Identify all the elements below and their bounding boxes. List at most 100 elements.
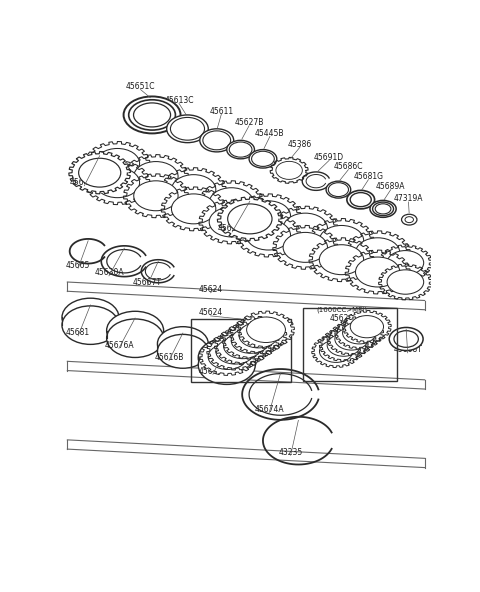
Text: 45624: 45624 (330, 314, 354, 323)
Ellipse shape (275, 207, 336, 249)
Ellipse shape (239, 323, 278, 348)
Ellipse shape (394, 331, 419, 348)
Text: 45643T: 45643T (70, 178, 99, 187)
Text: 45627B: 45627B (234, 118, 264, 127)
Ellipse shape (171, 175, 216, 205)
Ellipse shape (246, 220, 290, 250)
Ellipse shape (387, 250, 424, 275)
Ellipse shape (229, 142, 252, 157)
Text: 45629B: 45629B (217, 224, 247, 233)
Bar (191, 319, 291, 382)
Ellipse shape (163, 169, 225, 210)
Ellipse shape (216, 339, 254, 364)
Text: 45667T: 45667T (133, 278, 162, 287)
Ellipse shape (328, 324, 374, 355)
Ellipse shape (201, 201, 262, 243)
Ellipse shape (389, 327, 423, 350)
Ellipse shape (227, 140, 254, 159)
Ellipse shape (79, 158, 121, 187)
Ellipse shape (228, 204, 272, 234)
Ellipse shape (198, 346, 255, 384)
Ellipse shape (198, 338, 255, 377)
Text: 45686C: 45686C (334, 162, 363, 171)
Text: 45651C: 45651C (126, 82, 155, 91)
Ellipse shape (350, 192, 371, 207)
Ellipse shape (208, 344, 247, 369)
Ellipse shape (380, 246, 431, 279)
Ellipse shape (133, 103, 170, 127)
Text: 47319A: 47319A (394, 194, 423, 204)
Ellipse shape (224, 333, 263, 359)
Ellipse shape (380, 265, 431, 299)
Text: (1600CC>MPI): (1600CC>MPI) (317, 307, 368, 313)
Ellipse shape (134, 181, 178, 211)
Ellipse shape (405, 217, 413, 223)
Ellipse shape (247, 317, 286, 343)
Ellipse shape (370, 201, 396, 217)
Ellipse shape (170, 117, 204, 140)
Ellipse shape (311, 220, 372, 261)
Text: 45630A: 45630A (94, 268, 124, 277)
Ellipse shape (219, 198, 281, 240)
Ellipse shape (231, 317, 285, 353)
Ellipse shape (372, 202, 394, 215)
Ellipse shape (209, 188, 253, 218)
Text: 45676A: 45676A (104, 340, 134, 350)
Ellipse shape (62, 306, 119, 345)
Ellipse shape (275, 227, 336, 268)
Ellipse shape (129, 100, 175, 130)
Text: 45681: 45681 (66, 329, 90, 337)
Text: 45668T: 45668T (393, 345, 422, 354)
Text: 45611: 45611 (209, 107, 233, 115)
Ellipse shape (276, 162, 302, 179)
Ellipse shape (201, 339, 254, 374)
Ellipse shape (375, 204, 391, 214)
Ellipse shape (209, 207, 253, 237)
Ellipse shape (125, 156, 187, 197)
Ellipse shape (387, 270, 424, 294)
Ellipse shape (335, 328, 368, 350)
Ellipse shape (200, 129, 234, 152)
Ellipse shape (319, 226, 364, 255)
Ellipse shape (224, 323, 277, 358)
Ellipse shape (107, 311, 164, 350)
Text: 45624: 45624 (198, 285, 223, 294)
Text: 45624: 45624 (198, 308, 223, 317)
Ellipse shape (95, 149, 140, 178)
Ellipse shape (283, 233, 327, 262)
Ellipse shape (123, 96, 180, 133)
Ellipse shape (356, 257, 400, 287)
Text: 45665: 45665 (66, 260, 90, 269)
Ellipse shape (252, 151, 274, 166)
Ellipse shape (86, 143, 148, 184)
Ellipse shape (134, 162, 178, 191)
Ellipse shape (283, 213, 327, 243)
Ellipse shape (402, 214, 417, 225)
Ellipse shape (328, 183, 348, 197)
Ellipse shape (327, 334, 360, 356)
Ellipse shape (163, 188, 225, 230)
Text: 45689A: 45689A (376, 182, 406, 191)
Ellipse shape (201, 182, 262, 224)
Ellipse shape (249, 150, 277, 168)
Ellipse shape (311, 239, 372, 281)
Ellipse shape (62, 298, 119, 337)
Ellipse shape (216, 328, 270, 363)
Ellipse shape (125, 175, 187, 217)
Ellipse shape (313, 336, 359, 366)
Ellipse shape (326, 181, 351, 198)
Ellipse shape (246, 201, 290, 231)
Ellipse shape (239, 312, 293, 348)
Text: 45445B: 45445B (255, 129, 285, 138)
Ellipse shape (347, 232, 408, 274)
Ellipse shape (320, 340, 353, 362)
Ellipse shape (86, 162, 148, 204)
Ellipse shape (107, 319, 164, 358)
Ellipse shape (95, 168, 140, 198)
Ellipse shape (157, 327, 208, 361)
Text: 43235: 43235 (278, 448, 303, 456)
Ellipse shape (231, 328, 270, 353)
Text: 45613C: 45613C (164, 96, 194, 105)
Ellipse shape (344, 311, 390, 342)
Ellipse shape (238, 195, 299, 237)
